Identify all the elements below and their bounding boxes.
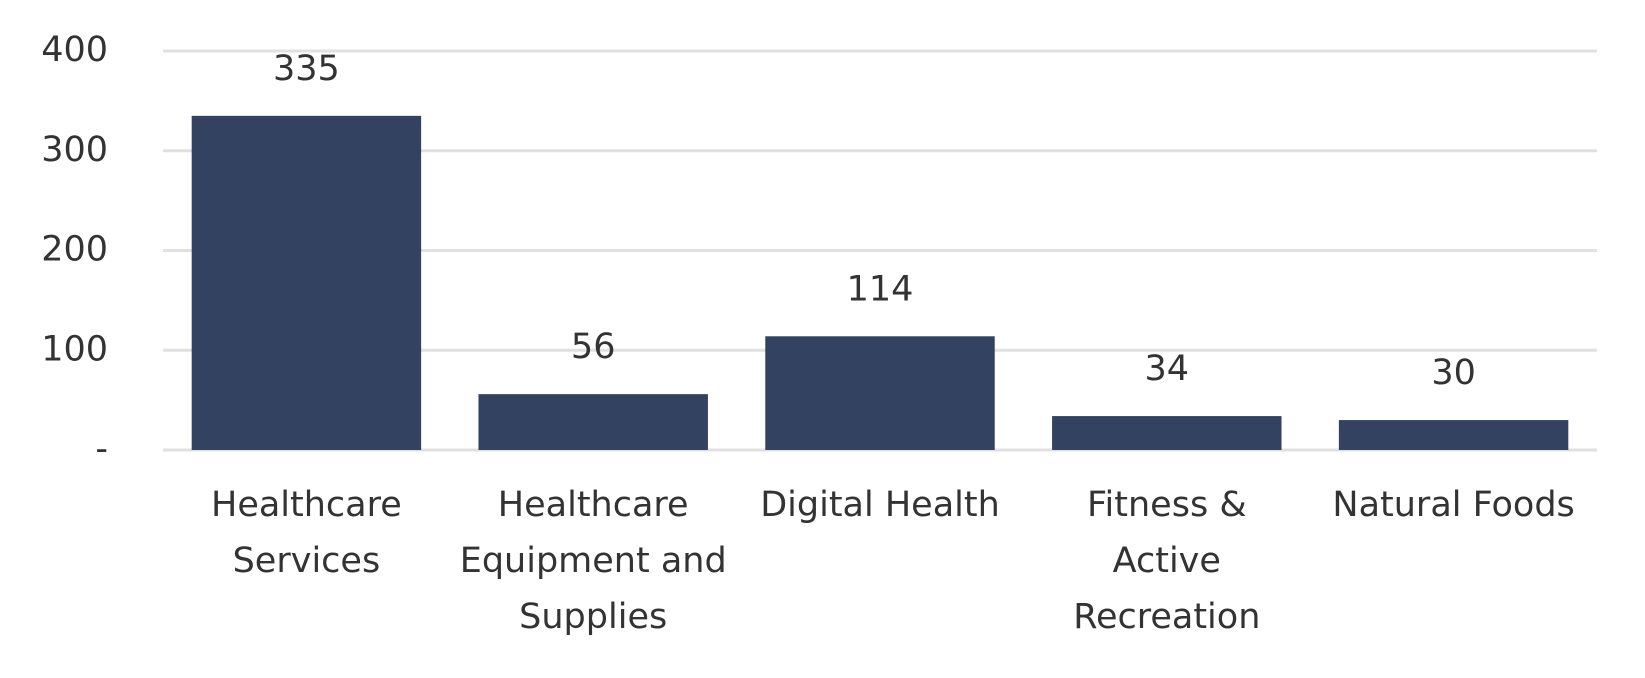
data-label: 114 [847, 269, 914, 309]
data-label: 56 [571, 327, 616, 367]
y-tick-label: 200 [41, 230, 108, 270]
bar [478, 394, 708, 450]
bar [1052, 416, 1282, 450]
x-tick-label: Fitness & Active Recreation [1073, 485, 1260, 637]
data-label: 30 [1431, 353, 1476, 393]
y-tick-label: 300 [41, 130, 108, 170]
y-tick-label: 100 [41, 329, 108, 369]
y-tick-label: 400 [41, 30, 108, 70]
data-label: 335 [273, 49, 340, 89]
x-tick-label: Healthcare Equipment and Supplies [460, 485, 727, 637]
x-tick-label: Natural Foods [1332, 485, 1574, 525]
x-tick-label: Digital Health [760, 485, 1000, 525]
bar [191, 115, 422, 451]
data-label: 34 [1145, 349, 1190, 389]
x-tick-label: Healthcare Services [211, 485, 402, 581]
bar [765, 336, 995, 450]
y-tick-label: - [95, 429, 108, 469]
bar [1338, 420, 1569, 450]
